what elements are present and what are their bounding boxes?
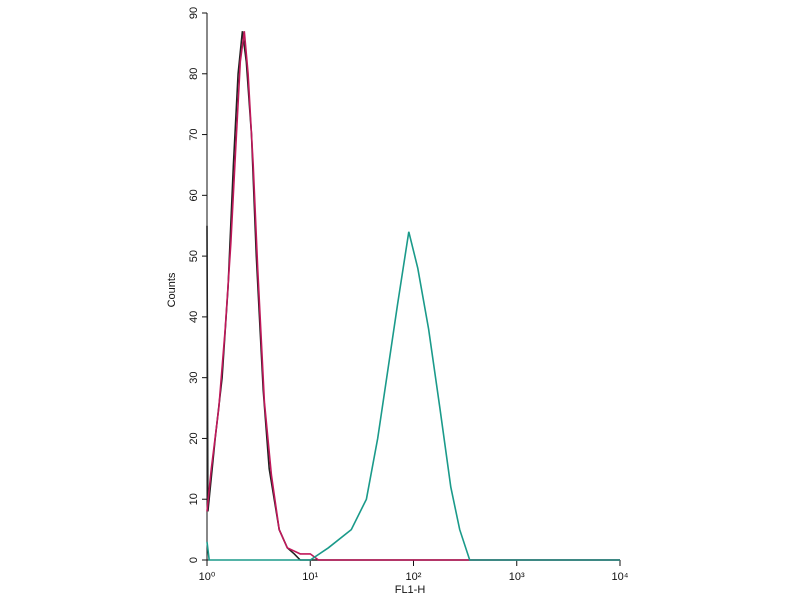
histogram-line — [206, 31, 620, 561]
y-tick-label: 10 — [188, 493, 200, 505]
y-tick-label: 0 — [188, 557, 200, 563]
y-tick-label: 50 — [188, 250, 200, 262]
x-axis-label: FL1-H — [395, 584, 426, 596]
x-tick-label: 10⁰ — [199, 571, 216, 583]
y-tick-label: 40 — [188, 311, 200, 323]
y-tick-label: 90 — [188, 7, 200, 19]
x-tick-label: 10⁴ — [612, 571, 629, 583]
histogram-line — [206, 31, 620, 561]
x-tick-label: 10¹ — [302, 571, 318, 583]
y-tick-label: 70 — [188, 128, 200, 140]
histogram-line — [206, 231, 620, 561]
x-tick-label: 10² — [406, 571, 422, 583]
y-tick-label: 60 — [188, 189, 200, 201]
x-tick-label: 10³ — [509, 571, 525, 583]
y-tick-label: 30 — [188, 372, 200, 384]
y-axis-label: Counts — [166, 272, 178, 307]
y-tick-label: 20 — [188, 432, 200, 444]
y-tick-label: 80 — [188, 68, 200, 80]
